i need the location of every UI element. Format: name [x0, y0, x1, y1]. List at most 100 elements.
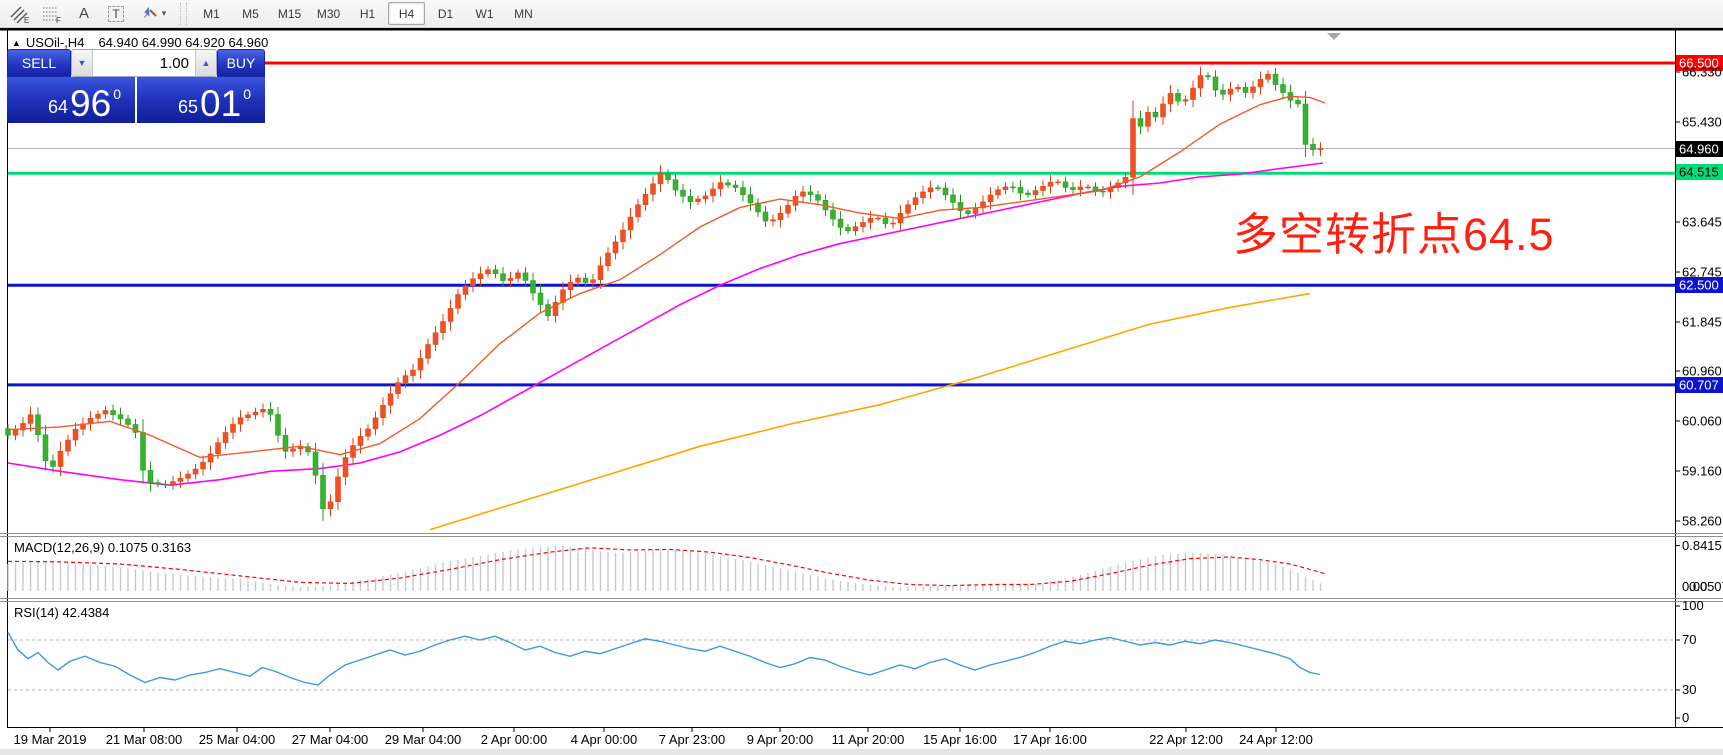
timeframe-button-M5[interactable]: M5	[242, 6, 259, 21]
text-label-tool-icon[interactable]: T	[102, 2, 130, 26]
candle	[920, 191, 926, 198]
candle	[905, 204, 911, 214]
buy-price-display[interactable]: 65 01 0	[137, 77, 265, 123]
candle	[147, 470, 154, 483]
candle	[740, 187, 746, 195]
price-scale-label: 59.160	[1682, 464, 1722, 479]
candle	[65, 439, 71, 452]
candle	[20, 423, 26, 431]
candle	[260, 409, 266, 413]
candle	[207, 453, 214, 463]
candle	[177, 478, 184, 482]
time-axis-label: 29 Mar 04:00	[385, 732, 462, 747]
time-axis-label: 4 Apr 00:00	[571, 732, 638, 747]
candle	[777, 213, 784, 221]
macd-scale-zero: 0.00	[1682, 579, 1707, 594]
candle	[605, 252, 611, 267]
candle	[5, 428, 11, 436]
candle	[1145, 112, 1151, 127]
candle	[117, 414, 124, 420]
candle	[447, 308, 454, 322]
candle	[1092, 186, 1099, 192]
svg-text:E: E	[24, 16, 29, 24]
volume-input[interactable]	[93, 50, 195, 76]
chart-area[interactable]: 66.500 66.330 65.430 64.960 64.515 63.645 62.7…	[0, 28, 1723, 755]
chart-text-annotation[interactable]: 多空转折点64.5	[1233, 209, 1555, 260]
buy-price-point: 0	[243, 86, 251, 102]
candle	[950, 194, 956, 203]
candle	[552, 302, 559, 317]
sell-price-display[interactable]: 64 96 0	[7, 77, 135, 123]
candle	[725, 182, 731, 186]
price-scale-label: 58.260	[1682, 514, 1722, 529]
candle	[470, 278, 476, 286]
candle	[567, 282, 574, 291]
candle	[807, 191, 814, 195]
price-badge-60.707	[1676, 377, 1723, 393]
candle	[57, 450, 64, 467]
candle	[1025, 192, 1031, 195]
price-badge-64.960	[1676, 141, 1723, 157]
macd-scale-min: 0.0507	[1689, 579, 1723, 594]
candle	[575, 277, 581, 283]
candle	[680, 189, 686, 197]
timeframe-button-H1[interactable]: H1	[359, 6, 376, 21]
timeframe-button-MN[interactable]: MN	[514, 6, 533, 21]
chart-shift-marker[interactable]	[1327, 33, 1341, 40]
candle	[665, 173, 671, 180]
candle	[650, 183, 656, 195]
fibo-expansion-icon[interactable]: E	[6, 2, 34, 26]
candle	[192, 468, 199, 475]
text-tool-icon[interactable]: A	[78, 5, 89, 22]
price-badge-label: 64.515	[1679, 165, 1719, 180]
candle	[282, 434, 289, 452]
candle	[12, 429, 19, 436]
candle	[252, 411, 259, 416]
candle	[215, 442, 221, 454]
arrow-objects-icon[interactable]: ▾	[134, 2, 172, 26]
candle	[732, 184, 739, 188]
timeframe-button-M15[interactable]: M15	[277, 6, 302, 21]
buy-button[interactable]: BUY	[217, 49, 265, 77]
candle	[200, 461, 206, 470]
candle	[980, 201, 986, 209]
candle	[162, 483, 169, 486]
timeframe-button-W1[interactable]: W1	[475, 6, 494, 21]
candle	[1227, 88, 1234, 95]
time-axis-label: 25 Mar 04:00	[199, 732, 276, 747]
timeframe-button-M30[interactable]: M30	[316, 6, 341, 21]
timeframe-button-D1[interactable]: D1	[437, 6, 454, 21]
candle	[837, 218, 844, 228]
collapse-panel-icon[interactable]: ▲	[12, 38, 21, 48]
candle	[95, 413, 101, 419]
candle	[462, 285, 469, 295]
fibo-grid-icon[interactable]: F	[38, 2, 66, 26]
candle	[1220, 89, 1226, 95]
time-axis-label: 22 Apr 12:00	[1149, 732, 1223, 747]
price-badge-label: 62.500	[1679, 278, 1719, 293]
candle	[155, 482, 161, 485]
candle	[785, 205, 791, 214]
candle	[852, 226, 859, 232]
chart-toolbar: E F A T	[0, 0, 1723, 28]
candle	[1175, 93, 1181, 102]
time-axis-label: 19 Mar 2019	[14, 732, 87, 747]
sell-button[interactable]: SELL	[7, 49, 71, 77]
candle	[1310, 144, 1316, 150]
volume-increase-button[interactable]: ▲	[195, 50, 216, 76]
candle	[425, 344, 431, 359]
timeframe-button-M1[interactable]: M1	[203, 6, 220, 21]
candle	[1062, 181, 1069, 188]
rsi-line	[7, 632, 1321, 686]
volume-decrease-button[interactable]: ▼	[72, 50, 93, 76]
horizontal-scrollbar[interactable]	[0, 749, 1723, 755]
candle	[1302, 103, 1309, 145]
candle	[1040, 186, 1046, 191]
buy-price-figure: 65	[178, 97, 199, 117]
candle	[747, 194, 754, 204]
toolbar-separator	[180, 2, 187, 25]
timeframe-button-H4[interactable]: H4	[388, 2, 425, 25]
object-tools-group: E F A T	[0, 2, 172, 26]
candle	[642, 194, 649, 205]
